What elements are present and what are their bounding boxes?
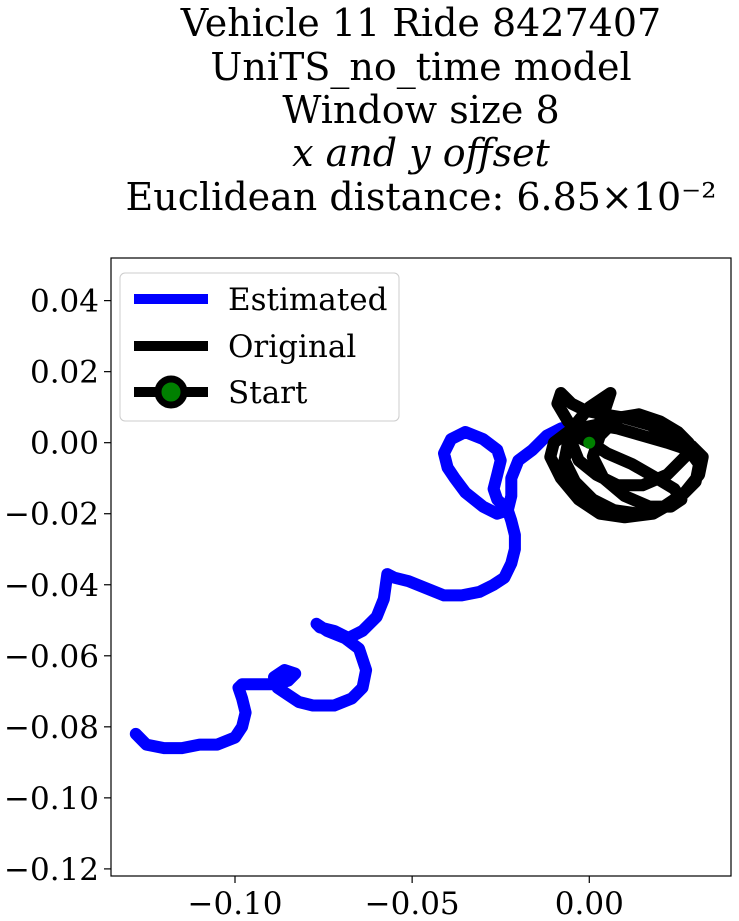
title-line-5: Euclidean distance: 6.85×10⁻² (126, 175, 717, 219)
series-line-estimated (129, 418, 596, 755)
x-tick-label: 0.00 (555, 886, 624, 921)
y-tick-label: −0.02 (4, 497, 99, 533)
x-tick-label: −0.10 (188, 886, 283, 921)
legend-label-estimated: Estimated (228, 282, 387, 318)
y-tick-label: −0.12 (4, 852, 99, 888)
y-tick-label: −0.08 (4, 710, 99, 746)
y-tick-label: −0.04 (4, 568, 99, 604)
series-line-original (544, 387, 709, 524)
legend-label-start: Start (228, 375, 308, 411)
legend-start-marker (154, 375, 188, 409)
y-tick-label: −0.06 (4, 639, 99, 675)
y-tick-label: 0.02 (30, 355, 99, 391)
plot-frame (110, 257, 732, 877)
y-tick-label: −0.10 (4, 781, 99, 817)
title-line-1: Vehicle 11 Ride 8427407 (180, 1, 661, 45)
title-line-4: x and y offset (292, 131, 550, 175)
y-tick-label: 0.00 (30, 426, 99, 462)
x-tick-label: −0.05 (365, 886, 460, 921)
title-line-3: Window size 8 (282, 88, 559, 132)
start-point-marker (583, 436, 596, 449)
x-axis: −0.10 −0.05 0.00 (188, 876, 624, 921)
y-tick-label: 0.04 (30, 284, 99, 320)
chart-title: Vehicle 11 Ride 8427407 UniTS_no_time mo… (126, 1, 717, 219)
legend-label-original: Original (228, 329, 356, 365)
title-line-2: UniTS_no_time model (210, 45, 631, 90)
legend: Estimated Original Start (119, 272, 400, 422)
legend-box (119, 272, 400, 422)
series-layer (129, 387, 709, 755)
y-axis: 0.04 0.02 0.00 −0.02 −0.04 −0.06 −0.08 −0.10 −0.… (4, 284, 111, 888)
